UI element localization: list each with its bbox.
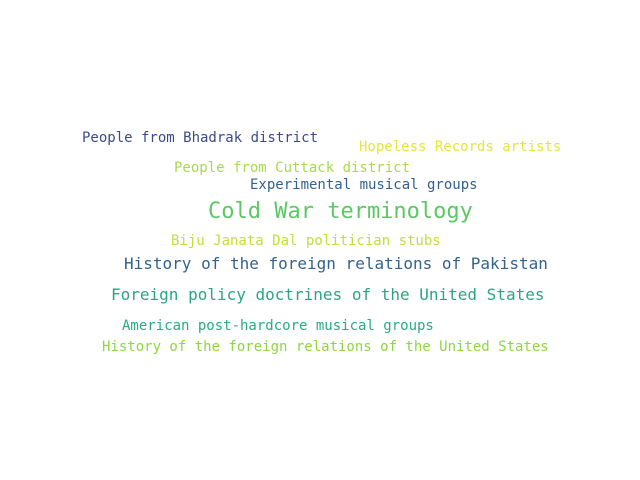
cloud-word: American post-hardcore musical groups <box>122 318 434 334</box>
cloud-word: Biju Janata Dal politician stubs <box>171 233 441 249</box>
cloud-word: Hopeless Records artists <box>359 139 562 155</box>
cloud-word: Cold War terminology <box>208 199 473 224</box>
cloud-word: People from Bhadrak district <box>82 130 319 146</box>
cloud-word: Foreign policy doctrines of the United S… <box>111 285 545 304</box>
cloud-word: People from Cuttack district <box>174 160 411 176</box>
cloud-word: Experimental musical groups <box>250 177 478 193</box>
cloud-word: History of the foreign relations of the … <box>102 339 549 355</box>
cloud-word: History of the foreign relations of Paki… <box>124 254 548 273</box>
